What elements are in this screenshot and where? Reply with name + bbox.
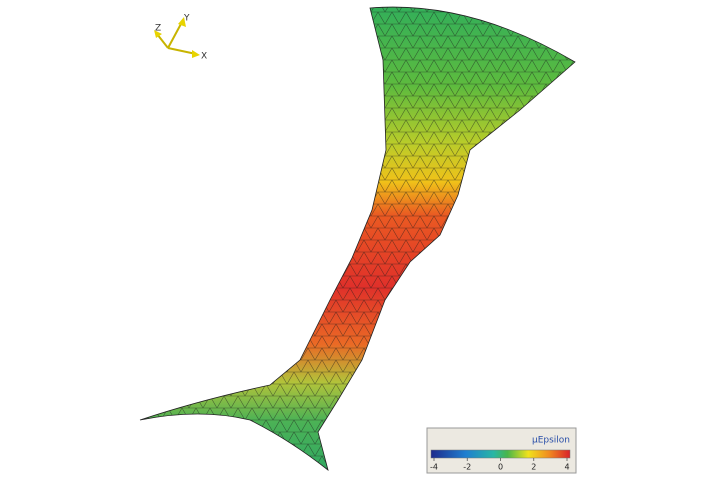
color-scale xyxy=(430,449,571,459)
tick-label: -4 xyxy=(430,463,438,472)
axis-label: Y xyxy=(183,14,190,24)
tick-label: -2 xyxy=(463,463,471,472)
tick-label: 4 xyxy=(564,463,569,472)
tick-label: 2 xyxy=(531,463,536,472)
legend-title: µEpsilon xyxy=(532,436,570,446)
mesh-surface xyxy=(139,6,576,472)
axis-triad: Z Y X xyxy=(154,14,207,62)
axis-label: Z xyxy=(155,24,161,34)
color-legend: µEpsilon -4 -2 0 2 4 xyxy=(426,427,577,474)
tick-label: 0 xyxy=(498,463,503,472)
axis-label: X xyxy=(201,52,207,62)
